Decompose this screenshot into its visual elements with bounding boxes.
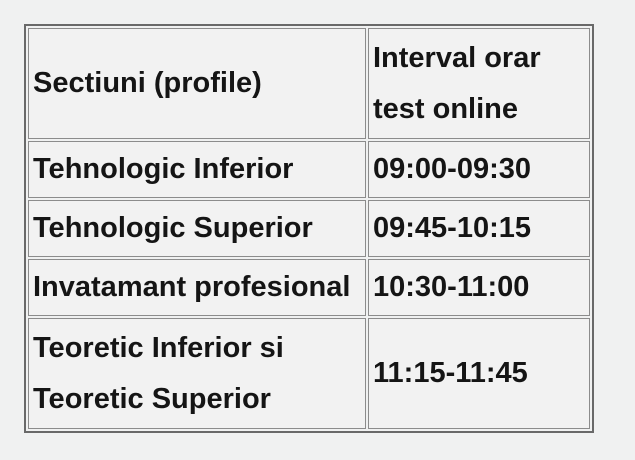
interval-cell: 09:45-10:15 (368, 200, 590, 257)
section-cell: Teoretic Inferior si Teoretic Superior (28, 318, 366, 429)
section-cell: Invatamant profesional (28, 259, 366, 316)
interval-cell: 10:30-11:00 (368, 259, 590, 316)
table-row: Teoretic Inferior si Teoretic Superior 1… (28, 318, 590, 429)
schedule-table: Sectiuni (profile) Interval orar test on… (24, 24, 594, 433)
interval-cell: 11:15-11:45 (368, 318, 590, 429)
table-header-row: Sectiuni (profile) Interval orar test on… (28, 28, 590, 139)
column-header-sections: Sectiuni (profile) (28, 28, 366, 139)
table-row: Tehnologic Inferior 09:00-09:30 (28, 141, 590, 198)
table-row: Tehnologic Superior 09:45-10:15 (28, 200, 590, 257)
table-row: Invatamant profesional 10:30-11:00 (28, 259, 590, 316)
column-header-interval: Interval orar test online (368, 28, 590, 139)
interval-cell: 09:00-09:30 (368, 141, 590, 198)
section-cell: Tehnologic Superior (28, 200, 366, 257)
section-cell: Tehnologic Inferior (28, 141, 366, 198)
